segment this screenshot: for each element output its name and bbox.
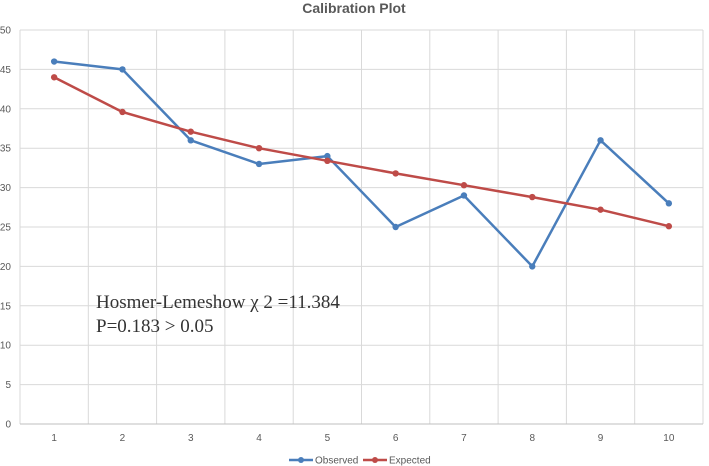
x-tick-label: 1 — [51, 433, 57, 444]
data-point-observed — [50, 58, 58, 65]
y-tick-label: 5 — [5, 380, 11, 391]
x-axis-ticks: 1 2 3 4 5 6 7 8 9 10 — [51, 433, 674, 444]
y-tick-label: 0 — [5, 420, 11, 431]
series-lines — [53, 60, 670, 268]
y-tick-label: 35 — [0, 144, 11, 155]
y-tick-label: 15 — [0, 301, 11, 312]
data-point-expected — [460, 182, 468, 189]
x-tick-label: 2 — [120, 433, 126, 444]
y-axis-ticks: 0 5 10 15 20 25 30 35 40 45 50 — [0, 26, 11, 431]
data-point-expected — [597, 206, 604, 213]
y-tick-label: 30 — [0, 183, 11, 194]
data-point-expected — [50, 74, 58, 81]
data-point-observed — [324, 152, 331, 160]
x-tick-label: 8 — [529, 433, 535, 444]
annotation-p-value: P=0.183 > 0.05 — [96, 316, 214, 337]
x-tick-label: 6 — [393, 433, 399, 444]
y-tick-label: 50 — [0, 26, 11, 37]
legend: Observed Expected — [289, 456, 431, 466]
data-point-observed — [460, 192, 468, 199]
data-point-expected — [392, 170, 399, 177]
data-point-expected — [665, 223, 673, 230]
legend-swatch-marker — [372, 457, 378, 463]
y-tick-label: 20 — [0, 262, 11, 273]
y-tick-label: 45 — [0, 65, 11, 76]
legend-label: Expected — [389, 456, 431, 466]
annotation-hosmer-lemeshow: Hosmer-Lemeshow χ 2 =11.384 — [96, 292, 340, 313]
legend-item-observed: Observed — [289, 456, 358, 466]
data-point-expected — [324, 157, 331, 165]
x-tick-label: 4 — [256, 433, 262, 444]
x-tick-label: 10 — [663, 433, 675, 444]
data-point-observed — [392, 223, 399, 231]
chart-title: Calibration Plot — [302, 0, 406, 16]
legend-swatch-marker — [298, 457, 304, 463]
gridlines — [19, 29, 704, 425]
data-point-expected — [187, 128, 194, 135]
series-points — [50, 58, 673, 270]
data-point-observed — [529, 263, 536, 270]
x-tick-label: 5 — [325, 433, 331, 444]
data-point-observed — [255, 160, 263, 168]
legend-label: Observed — [315, 456, 358, 466]
data-point-observed — [119, 66, 126, 73]
data-point-observed — [665, 200, 673, 207]
data-point-observed — [187, 137, 194, 144]
x-tick-label: 3 — [188, 433, 194, 444]
data-point-observed — [597, 137, 604, 144]
series-line-expected — [53, 76, 670, 228]
data-point-expected — [255, 145, 263, 152]
data-point-expected — [529, 193, 536, 201]
x-tick-label: 7 — [461, 433, 467, 444]
data-point-expected — [119, 108, 126, 116]
legend-item-expected: Expected — [363, 456, 431, 466]
x-tick-label: 9 — [598, 433, 604, 444]
y-tick-label: 25 — [0, 223, 11, 234]
y-tick-label: 10 — [0, 341, 11, 352]
y-tick-label: 40 — [0, 104, 11, 115]
